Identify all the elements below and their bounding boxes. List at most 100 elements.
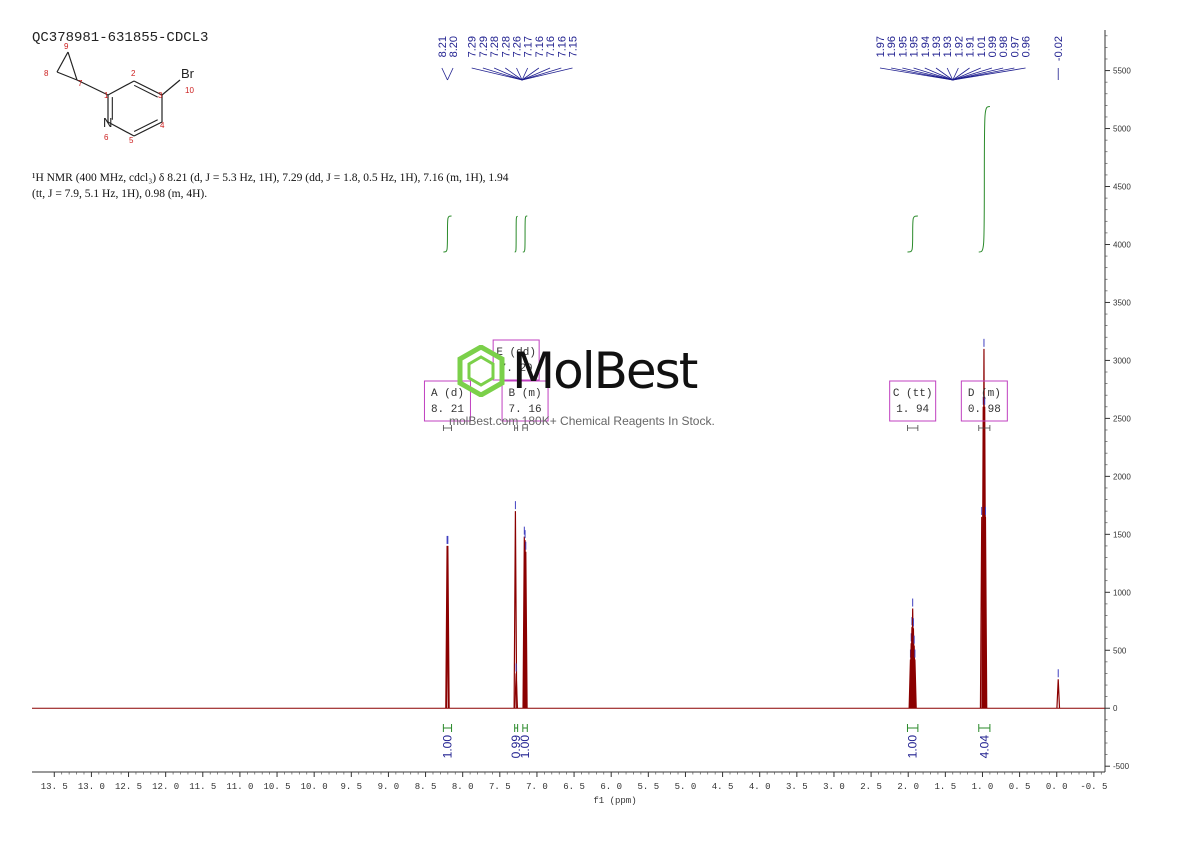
atom-number: 10 bbox=[185, 86, 194, 95]
peak-shift-label: 7.29 bbox=[467, 36, 479, 57]
x-tick-label: 4. 5 bbox=[712, 782, 734, 792]
nmr-description: ¹H NMR (400 MHz, cdcl₃) δ 8.21 (d, J = 5… bbox=[32, 170, 632, 202]
multiplet-shift: 7. 16 bbox=[509, 404, 542, 416]
x-tick-label: 1. 0 bbox=[972, 782, 994, 792]
peak-shift-label: 1.97 bbox=[875, 36, 887, 57]
multiplet-shift: 0. 98 bbox=[968, 404, 1001, 416]
peak-shift-label: 0.96 bbox=[1021, 36, 1033, 57]
peak-shift-label: -0.02 bbox=[1053, 36, 1065, 61]
peak-shift-label: 1.92 bbox=[953, 36, 965, 57]
molecule-bond bbox=[133, 121, 163, 137]
x-tick-label: 7. 5 bbox=[489, 782, 511, 792]
peak-shift-label: 1.93 bbox=[942, 36, 954, 57]
peak-shift-label: 0.98 bbox=[998, 36, 1010, 57]
multiplet-box bbox=[960, 380, 1008, 422]
peak-label-leader bbox=[493, 67, 523, 81]
x-tick-label: 0. 0 bbox=[1046, 782, 1068, 792]
integral-range-bracket bbox=[978, 724, 991, 732]
multiplet-box bbox=[889, 380, 937, 422]
x-tick-label: 12. 0 bbox=[152, 782, 179, 792]
multiplet-box bbox=[501, 380, 549, 422]
integral-label-group: 1.00 0.991.00 1.00 4.04 bbox=[440, 724, 991, 758]
integral-range-bracket bbox=[906, 724, 919, 732]
integral-curve bbox=[907, 215, 918, 253]
x-tick-label: 9. 0 bbox=[378, 782, 400, 792]
peak-label-leader bbox=[946, 67, 954, 81]
peak-label-leader bbox=[482, 67, 523, 81]
multiplet-shift: 7. 29 bbox=[500, 363, 533, 375]
peak-label-leader bbox=[913, 67, 953, 81]
molecule-double-bond bbox=[133, 119, 158, 133]
peak-shift-label: 1.96 bbox=[886, 36, 898, 57]
atom-label-bromine: Br bbox=[181, 66, 195, 81]
y-tick-label: 2500 bbox=[1113, 414, 1131, 423]
integral-value-label: 1.00 bbox=[440, 735, 454, 759]
peak-shift-label: 0.97 bbox=[1009, 36, 1021, 57]
atom-number: 2 bbox=[131, 69, 136, 78]
peak-shift-label: 7.28 bbox=[489, 36, 501, 57]
peak-label-leader bbox=[924, 67, 953, 81]
x-tick-label: 2. 5 bbox=[860, 782, 882, 792]
x-tick-label: 11. 0 bbox=[226, 782, 253, 792]
spectrum-peak bbox=[445, 545, 450, 709]
molbest-logo-icon bbox=[457, 345, 505, 397]
molecule-bond bbox=[107, 121, 135, 137]
spectrum-peak bbox=[1056, 679, 1061, 709]
y-tick-label: 3500 bbox=[1113, 298, 1131, 307]
spectrum-trace-group bbox=[32, 338, 1105, 709]
peak-shift-label: 7.26 bbox=[511, 36, 523, 57]
molecule-bond bbox=[56, 51, 69, 73]
peak-label-leader bbox=[505, 67, 523, 81]
x-tick-label: 6. 5 bbox=[563, 782, 585, 792]
peak-shift-label: 7.17 bbox=[523, 36, 535, 57]
spectrum-peak bbox=[913, 659, 917, 709]
atom-label-nitrogen: N bbox=[103, 115, 112, 130]
x-tick-label: 12. 5 bbox=[115, 782, 142, 792]
peak-shift-label: 7.15 bbox=[567, 36, 579, 57]
molecule-double-bond bbox=[133, 84, 158, 98]
integral-value-label: 0.99 bbox=[509, 735, 523, 759]
nmr-description-line-2: (tt, J = 7.9, 5.1 Hz, 1H), 0.98 (m, 4H). bbox=[32, 188, 208, 200]
peak-label-leader bbox=[516, 67, 523, 81]
x-tick-label: -0. 5 bbox=[1080, 782, 1107, 792]
peak-shift-label: 1.95 bbox=[909, 36, 921, 57]
x-tick-label: 7. 0 bbox=[526, 782, 548, 792]
peak-label-leader bbox=[952, 67, 959, 81]
peak-label-leader bbox=[471, 67, 523, 81]
y-tick-label: 500 bbox=[1113, 646, 1127, 655]
atom-number: 7 bbox=[78, 79, 83, 88]
y-tick-label: 5500 bbox=[1113, 67, 1131, 76]
integral-curve bbox=[522, 215, 528, 253]
y-tick-label: -500 bbox=[1113, 762, 1130, 771]
spectrum-peak bbox=[523, 551, 528, 709]
multiplet-label: D (m) bbox=[968, 388, 1001, 400]
y-tick-label: 0 bbox=[1113, 704, 1118, 713]
x-tick-label: 5. 0 bbox=[675, 782, 697, 792]
x-tick-label: 10. 0 bbox=[301, 782, 328, 792]
x-tick-label: 3. 5 bbox=[786, 782, 808, 792]
x-tick-label: 9. 5 bbox=[340, 782, 362, 792]
multiplet-shift: 1. 94 bbox=[896, 404, 929, 416]
peak-shift-label: 8.20 bbox=[448, 36, 460, 57]
x-tick-label: 13. 5 bbox=[41, 782, 68, 792]
peak-label-leader bbox=[952, 67, 981, 81]
integral-curve bbox=[443, 215, 452, 253]
x-tick-label: 11. 5 bbox=[189, 782, 216, 792]
peak-label-leader bbox=[521, 67, 562, 81]
integral-range-bracket bbox=[522, 724, 528, 732]
y-tick-label: 4000 bbox=[1113, 240, 1131, 249]
multiplet-label: A (d) bbox=[431, 388, 464, 400]
multiplet-box-group: A (d) 8. 21 E (dd) 7. 29 B (m) 7. 16 C (tt) 1. … bbox=[423, 339, 1008, 431]
integral-curve bbox=[978, 106, 990, 253]
peak-label-leader bbox=[521, 67, 540, 81]
x-tick-label: 5. 5 bbox=[638, 782, 660, 792]
multiplet-box bbox=[423, 380, 471, 422]
x-tick-label: 3. 0 bbox=[823, 782, 845, 792]
y-tick-label: 1500 bbox=[1113, 530, 1131, 539]
peak-shift-label: 7.16 bbox=[534, 36, 546, 57]
y-tick-label: 5000 bbox=[1113, 125, 1131, 134]
peak-shift-label: 1.93 bbox=[931, 36, 943, 57]
peak-shift-label: 7.16 bbox=[556, 36, 568, 57]
multiplet-range-bracket bbox=[514, 425, 519, 431]
